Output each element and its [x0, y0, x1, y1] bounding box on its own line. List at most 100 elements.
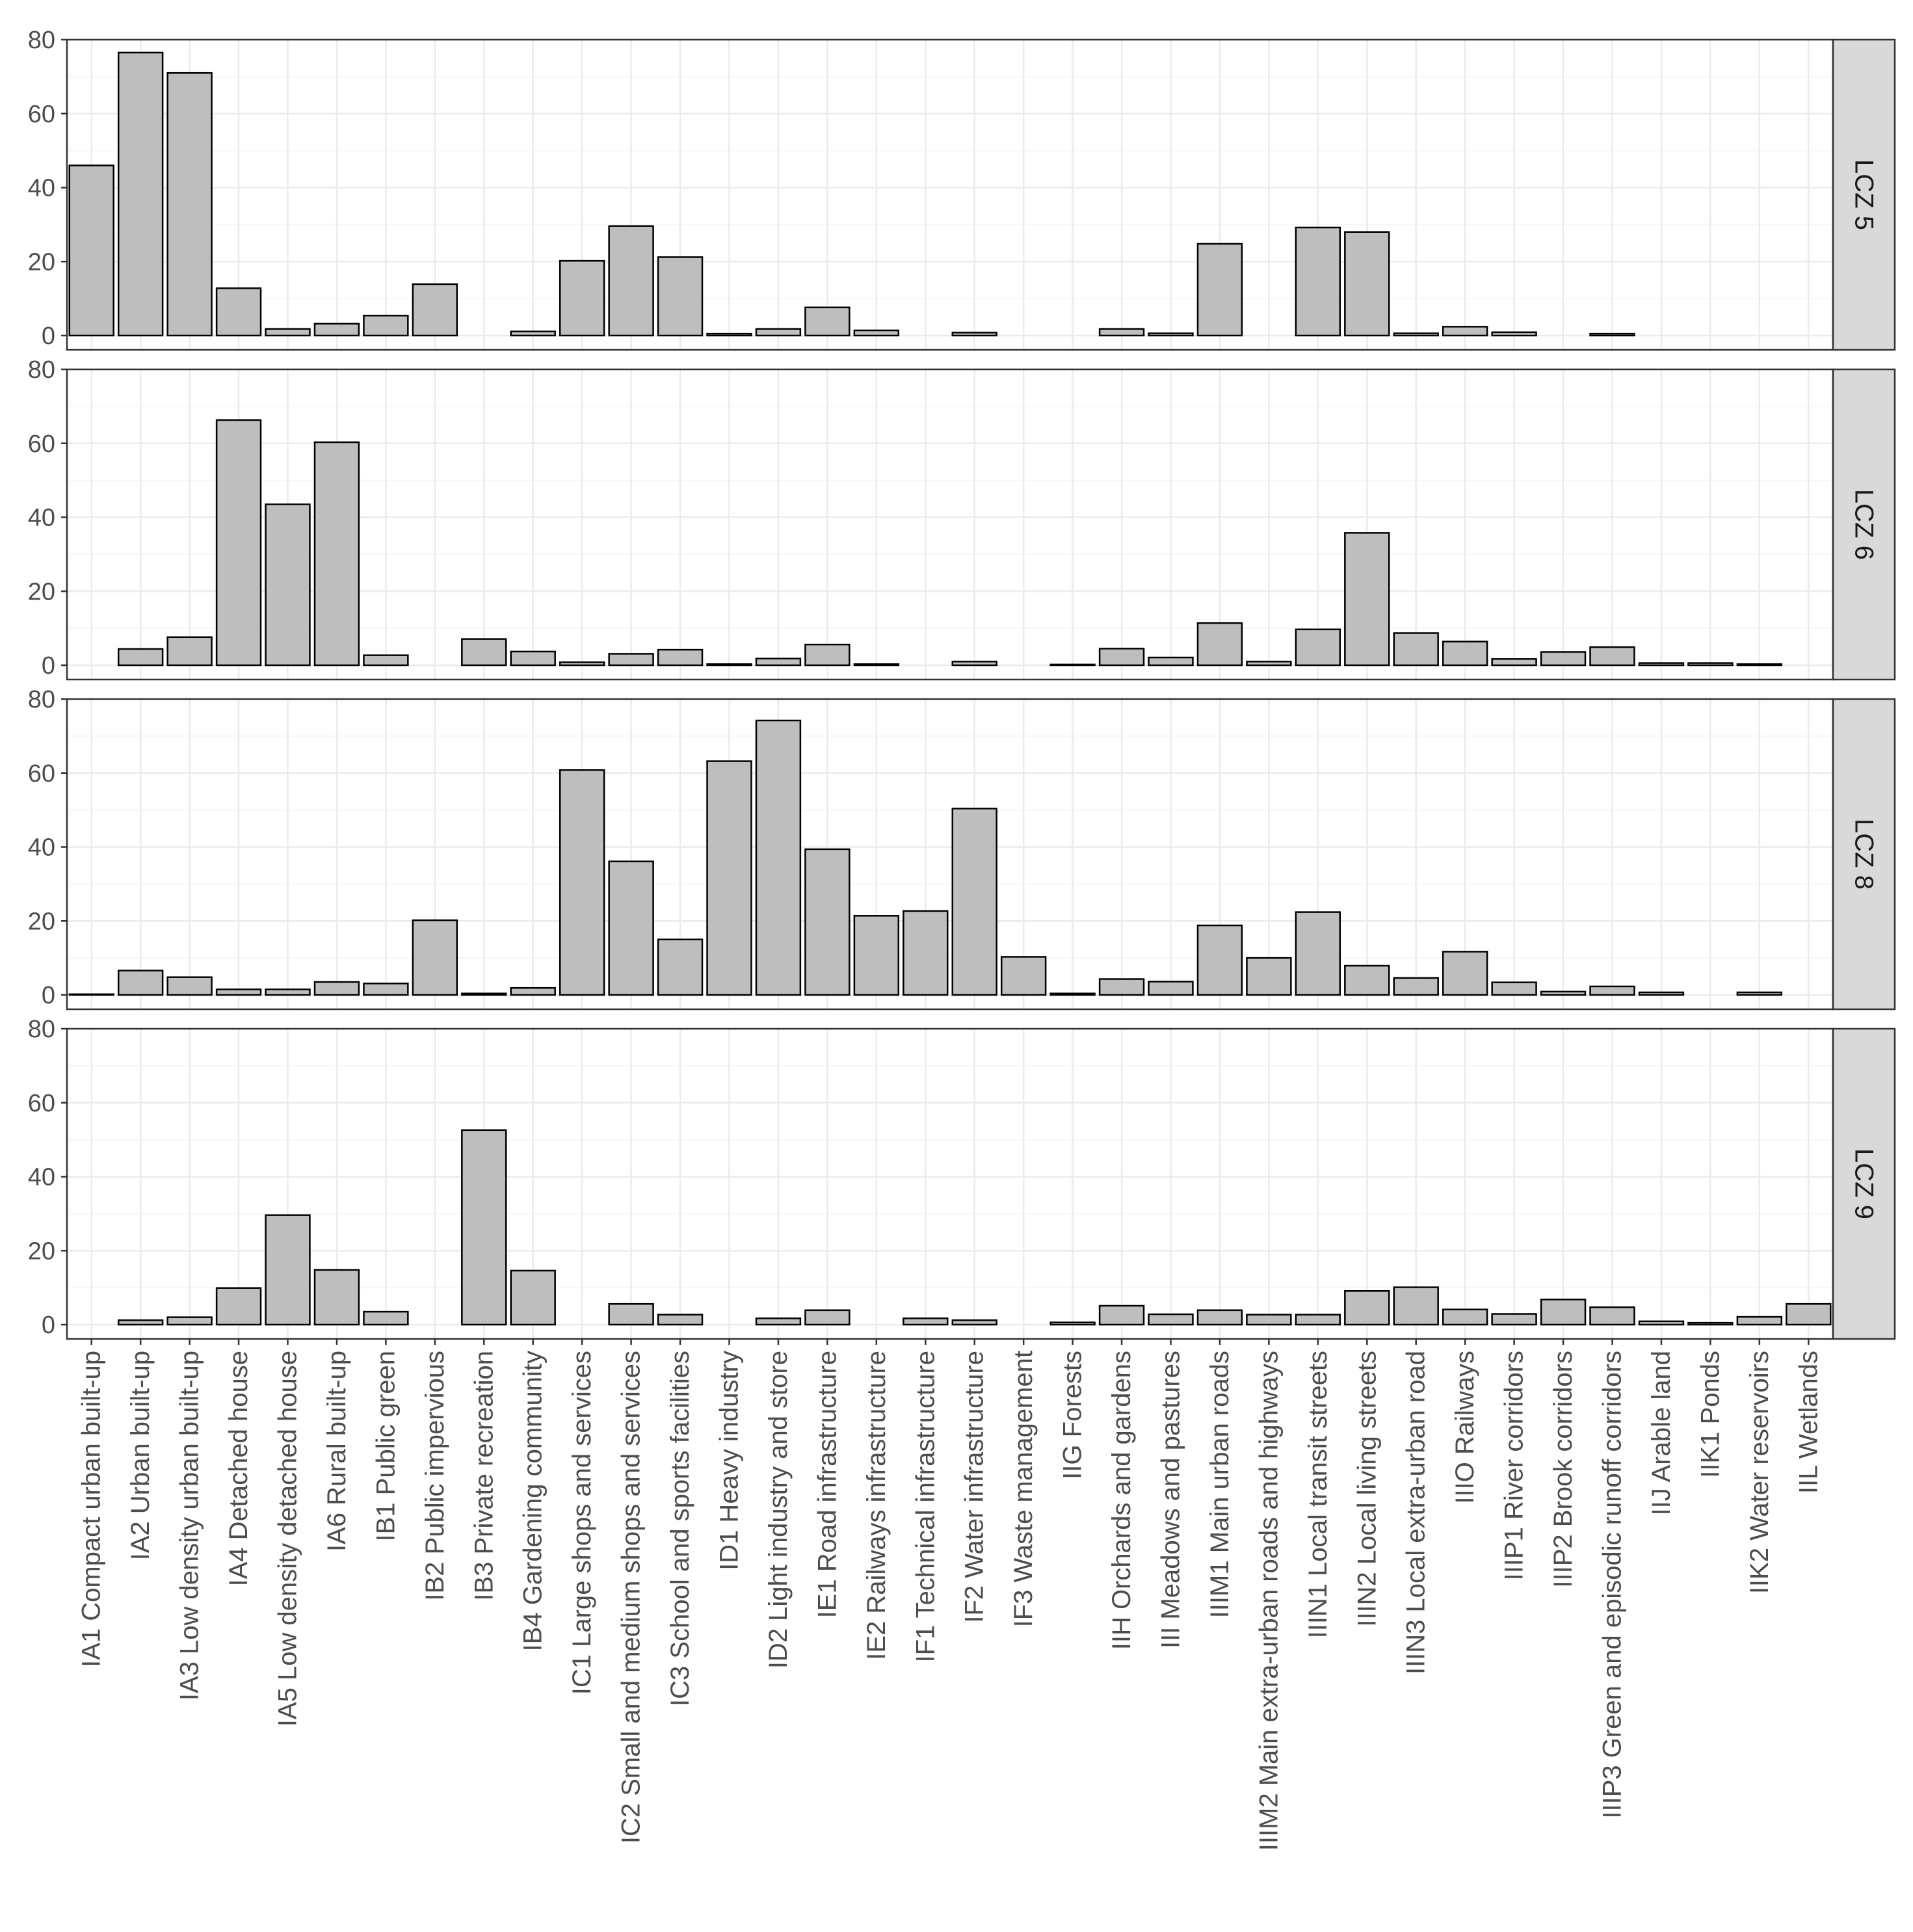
bar-1-15 [755, 328, 802, 337]
bar-4-24 [1196, 1309, 1243, 1326]
bar-2-35 [1736, 663, 1783, 667]
x-tick-label: IF1 Technical infrastructure [911, 1351, 940, 1662]
x-tick-label: IA1 Compact urban built-up [77, 1351, 106, 1667]
bar-3-8 [412, 919, 458, 996]
facet-panel-4: 0 20 40 60 80 LCZ 9 [28, 1016, 1896, 1340]
bar-1-13 [657, 256, 704, 337]
bar-4-3 [166, 1316, 213, 1326]
bar-3-30 [1491, 981, 1537, 996]
bar-3-23 [1148, 981, 1194, 996]
bar-2-30 [1491, 658, 1537, 667]
x-tick-label: IIK1 Ponds [1696, 1351, 1724, 1478]
x-tick-label: IIG Forests [1059, 1351, 1087, 1479]
bar-1-19 [951, 332, 997, 337]
bar-3-2 [117, 970, 164, 996]
bar-1-10 [510, 330, 556, 337]
x-tick-label: IF3 Waste management [1009, 1351, 1038, 1627]
x-tick-label: IIIM2 Main extra-urban roads and highway… [1254, 1351, 1283, 1851]
x-tick-label: IIIP1 River corridors [1500, 1351, 1529, 1580]
bar-3-11 [559, 769, 605, 996]
bar-3-17 [853, 915, 900, 996]
bar-2-14 [706, 663, 752, 667]
bar-1-28 [1393, 332, 1439, 337]
bar-4-18 [903, 1317, 949, 1326]
bar-4-25 [1246, 1314, 1292, 1326]
bar-2-2 [117, 648, 164, 667]
y-tick-label: 80 [28, 686, 55, 713]
bar-1-30 [1491, 331, 1537, 337]
facet-strip [1832, 698, 1896, 1011]
y-tick-label: 80 [28, 1016, 55, 1043]
bar-1-24 [1196, 243, 1243, 337]
bar-2-11 [559, 661, 605, 667]
bar-1-11 [559, 259, 605, 337]
facet-panel-3: 0 20 40 60 80 LCZ 8 [28, 686, 1896, 1011]
bar-3-18 [903, 910, 949, 996]
bar-1-29 [1442, 326, 1488, 337]
bar-2-13 [657, 648, 704, 667]
x-tick-label: IIIP3 Green and episodic runoff corridor… [1598, 1351, 1627, 1819]
bar-3-4 [215, 988, 262, 996]
bar-3-22 [1098, 978, 1145, 996]
y-tick-label: 0 [42, 1312, 55, 1339]
x-tick-label: IC2 Small and medium shops and services [617, 1351, 646, 1844]
bar-1-1 [68, 165, 114, 337]
bar-4-32 [1589, 1306, 1635, 1326]
x-tick-label: IC1 Large shops and services [568, 1351, 596, 1695]
bar-2-31 [1540, 651, 1587, 667]
y-tick-label: 20 [28, 908, 55, 935]
bar-2-24 [1196, 622, 1243, 667]
bar-2-27 [1344, 532, 1390, 667]
bar-4-34 [1687, 1321, 1734, 1326]
bar-4-13 [657, 1314, 704, 1326]
bar-2-4 [215, 419, 262, 667]
bar-2-29 [1442, 641, 1488, 667]
x-tick-label: IF2 Water infrastructure [960, 1351, 989, 1623]
x-tick-label: IIIO Railways [1451, 1351, 1479, 1504]
bar-3-1 [68, 993, 114, 996]
bar-4-31 [1540, 1299, 1587, 1326]
x-tick-label: IB1 Public green [371, 1351, 400, 1542]
x-tick-label: IIH Orchards and gardens [1107, 1351, 1136, 1650]
x-tick-label: IIL Wetlands [1794, 1351, 1823, 1494]
bar-1-17 [853, 329, 900, 337]
bar-1-6 [313, 323, 360, 337]
bar-4-2 [117, 1319, 164, 1326]
y-tick-label: 40 [28, 1164, 55, 1191]
bar-3-33 [1638, 991, 1685, 996]
bar-1-8 [412, 283, 458, 337]
x-tick-label: IB2 Public impervious [421, 1351, 449, 1601]
bar-4-35 [1736, 1316, 1783, 1326]
bar-3-31 [1540, 990, 1587, 996]
bar-2-5 [265, 503, 311, 667]
bar-3-21 [1049, 992, 1096, 996]
bar-3-20 [1000, 956, 1047, 996]
bar-1-22 [1098, 328, 1145, 337]
bar-4-16 [804, 1309, 851, 1326]
bar-3-16 [804, 848, 851, 996]
bar-2-3 [166, 636, 213, 667]
x-tick-label: IA5 Low density detached house [274, 1351, 302, 1727]
bar-1-27 [1344, 231, 1390, 337]
bar-4-15 [755, 1317, 802, 1326]
bar-3-29 [1442, 951, 1488, 996]
facet-strip-label: LCZ 6 [1850, 489, 1879, 560]
bar-1-5 [265, 328, 311, 337]
bar-2-19 [951, 661, 997, 667]
bar-4-36 [1786, 1303, 1832, 1326]
bar-1-3 [166, 72, 213, 337]
bar-2-9 [461, 638, 507, 667]
y-tick-label: 40 [28, 834, 55, 862]
facet-strip [1832, 38, 1896, 351]
bar-3-35 [1736, 991, 1783, 996]
bar-2-32 [1589, 646, 1635, 667]
x-tick-label: IA3 Low density urban built-up [176, 1351, 204, 1700]
bar-4-26 [1295, 1314, 1341, 1326]
x-tick-label: IC3 School and sports facilities [666, 1351, 694, 1706]
y-tick-label: 80 [28, 356, 55, 384]
bar-3-14 [706, 760, 752, 996]
bar-4-22 [1098, 1304, 1145, 1326]
x-tick-label: III Meadows and pastures [1157, 1351, 1185, 1648]
bar-1-2 [117, 51, 164, 337]
